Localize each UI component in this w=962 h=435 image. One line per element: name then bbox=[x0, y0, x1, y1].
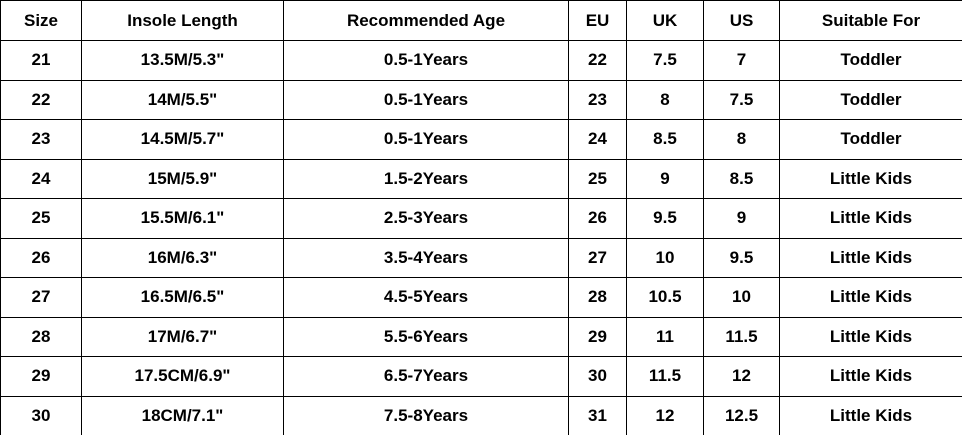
table-cell: 17M/6.7" bbox=[81, 316, 284, 357]
table-row: 24 15M/5.9" 1.5-2Years 25 9 8.5 Little Kids bbox=[0, 158, 962, 199]
table-cell: 9 bbox=[703, 198, 780, 239]
table-cell: 5.5-6Years bbox=[283, 316, 569, 357]
header-cell: UK bbox=[626, 0, 704, 41]
table-cell: 16M/6.3" bbox=[81, 237, 284, 278]
table-cell: 16.5M/6.5" bbox=[81, 277, 284, 318]
table-cell: 9.5 bbox=[703, 237, 780, 278]
table-cell: 14.5M/5.7" bbox=[81, 119, 284, 160]
table-cell: 21 bbox=[0, 40, 82, 81]
table-cell: 9 bbox=[626, 158, 704, 199]
table-cell: 30 bbox=[568, 356, 627, 397]
header-row: Size Insole Length Recommended Age EU UK US Su… bbox=[0, 0, 962, 41]
table-cell: 26 bbox=[0, 237, 82, 278]
table-cell: 0.5-1Years bbox=[283, 79, 569, 120]
table-cell: Little Kids bbox=[779, 198, 962, 239]
table-cell: 18CM/7.1" bbox=[81, 395, 284, 435]
table-cell: Little Kids bbox=[779, 158, 962, 199]
table-cell: 27 bbox=[0, 277, 82, 318]
table-cell: 6.5-7Years bbox=[283, 356, 569, 397]
header-cell: US bbox=[703, 0, 780, 41]
table-cell: 10 bbox=[626, 237, 704, 278]
table-cell: 17.5CM/6.9" bbox=[81, 356, 284, 397]
table-cell: Little Kids bbox=[779, 356, 962, 397]
table-cell: 11.5 bbox=[703, 316, 780, 357]
table-row: 21 13.5M/5.3" 0.5-1Years 22 7.5 7 Toddler bbox=[0, 40, 962, 81]
table-cell: 11 bbox=[626, 316, 704, 357]
table-cell: 10.5 bbox=[626, 277, 704, 318]
header-cell: Insole Length bbox=[81, 0, 284, 41]
table-cell: 12 bbox=[703, 356, 780, 397]
header-cell: Suitable For bbox=[779, 0, 962, 41]
table-row: 23 14.5M/5.7" 0.5-1Years 24 8.5 8 Toddler bbox=[0, 119, 962, 160]
table-cell: 7.5-8Years bbox=[283, 395, 569, 435]
table-cell: 31 bbox=[568, 395, 627, 435]
table-cell: 30 bbox=[0, 395, 82, 435]
table-cell: 0.5-1Years bbox=[283, 119, 569, 160]
table-row: 29 17.5CM/6.9" 6.5-7Years 30 11.5 12 Little Ki… bbox=[0, 356, 962, 397]
table-cell: 14M/5.5" bbox=[81, 79, 284, 120]
table-cell: 13.5M/5.3" bbox=[81, 40, 284, 81]
table-cell: 0.5-1Years bbox=[283, 40, 569, 81]
table-cell: 8.5 bbox=[703, 158, 780, 199]
table-cell: 7 bbox=[703, 40, 780, 81]
table-cell: 12 bbox=[626, 395, 704, 435]
table-cell: Little Kids bbox=[779, 316, 962, 357]
table-cell: 3.5-4Years bbox=[283, 237, 569, 278]
table-cell: 7.5 bbox=[626, 40, 704, 81]
table-cell: 15M/5.9" bbox=[81, 158, 284, 199]
table-cell: 23 bbox=[0, 119, 82, 160]
table-cell: 28 bbox=[0, 316, 82, 357]
table-cell: 24 bbox=[568, 119, 627, 160]
table-cell: 22 bbox=[568, 40, 627, 81]
header-cell: Size bbox=[0, 0, 82, 41]
table-cell: 11.5 bbox=[626, 356, 704, 397]
table-cell: 2.5-3Years bbox=[283, 198, 569, 239]
table-cell: 8 bbox=[626, 79, 704, 120]
header-cell: EU bbox=[568, 0, 627, 41]
table-cell: Little Kids bbox=[779, 237, 962, 278]
table-cell: 26 bbox=[568, 198, 627, 239]
table-cell: 15.5M/6.1" bbox=[81, 198, 284, 239]
table-cell: 24 bbox=[0, 158, 82, 199]
table-row: 26 16M/6.3" 3.5-4Years 27 10 9.5 Little Kids bbox=[0, 237, 962, 278]
table-cell: 9.5 bbox=[626, 198, 704, 239]
table-cell: 22 bbox=[0, 79, 82, 120]
table-cell: 23 bbox=[568, 79, 627, 120]
table-cell: 7.5 bbox=[703, 79, 780, 120]
table-row: 22 14M/5.5" 0.5-1Years 23 8 7.5 Toddler bbox=[0, 79, 962, 120]
table-row: 25 15.5M/6.1" 2.5-3Years 26 9.5 9 Little Kids bbox=[0, 198, 962, 239]
table-cell: Little Kids bbox=[779, 395, 962, 435]
table-cell: 27 bbox=[568, 237, 627, 278]
table-cell: 29 bbox=[568, 316, 627, 357]
table-cell: 25 bbox=[0, 198, 82, 239]
table-cell: 25 bbox=[568, 158, 627, 199]
table-cell: 29 bbox=[0, 356, 82, 397]
header-cell: Recommended Age bbox=[283, 0, 569, 41]
table-cell: 8.5 bbox=[626, 119, 704, 160]
table-cell: Little Kids bbox=[779, 277, 962, 318]
table-cell: 1.5-2Years bbox=[283, 158, 569, 199]
table-row: 27 16.5M/6.5" 4.5-5Years 28 10.5 10 Little Kid… bbox=[0, 277, 962, 318]
table-cell: 8 bbox=[703, 119, 780, 160]
table-row: 28 17M/6.7" 5.5-6Years 29 11 11.5 Little Kids bbox=[0, 316, 962, 357]
table-cell: Toddler bbox=[779, 79, 962, 120]
table-cell: 28 bbox=[568, 277, 627, 318]
table-cell: 4.5-5Years bbox=[283, 277, 569, 318]
table-row: 30 18CM/7.1" 7.5-8Years 31 12 12.5 Little Kids bbox=[0, 395, 962, 435]
table-cell: 12.5 bbox=[703, 395, 780, 435]
table-cell: 10 bbox=[703, 277, 780, 318]
table-cell: Toddler bbox=[779, 119, 962, 160]
table-cell: Toddler bbox=[779, 40, 962, 81]
